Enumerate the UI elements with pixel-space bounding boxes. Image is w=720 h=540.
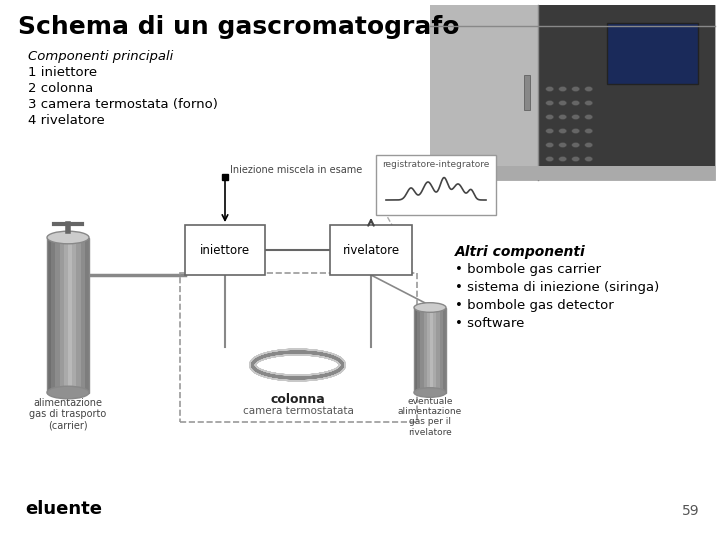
Ellipse shape [585,143,593,147]
Ellipse shape [559,143,567,147]
Bar [436,307,440,393]
Ellipse shape [559,157,567,161]
Text: eventuale
alimentazione
gas per il
rivelatore: eventuale alimentazione gas per il rivel… [398,396,462,437]
Text: • bombole gas detector: • bombole gas detector [455,299,613,312]
Bar [523,75,530,110]
Text: alimentazione
gas di trasporto
(carrier): alimentazione gas di trasporto (carrier) [30,397,107,431]
Bar [427,307,430,393]
Ellipse shape [585,100,593,105]
Bar [330,225,412,275]
Ellipse shape [559,86,567,91]
Text: Iniezione miscela in esame: Iniezione miscela in esame [230,165,362,175]
Text: • bombole gas carrier: • bombole gas carrier [455,263,601,276]
Ellipse shape [546,129,554,133]
Text: Componenti principali: Componenti principali [28,50,174,63]
Ellipse shape [414,303,446,312]
Bar [376,155,496,215]
Ellipse shape [572,157,580,161]
Bar [417,307,420,393]
Ellipse shape [572,86,580,91]
Ellipse shape [572,100,580,105]
Bar [60,238,64,393]
Ellipse shape [546,157,554,161]
Ellipse shape [559,114,567,119]
Bar [430,307,433,393]
Text: Schema di un gascromatografo: Schema di un gascromatografo [18,15,459,39]
Bar [72,238,76,393]
Ellipse shape [585,157,593,161]
Ellipse shape [572,143,580,147]
Text: iniettore: iniettore [200,244,250,256]
Ellipse shape [546,114,554,119]
Ellipse shape [585,114,593,119]
Bar [414,307,446,393]
Ellipse shape [572,114,580,119]
Text: 2 colonna: 2 colonna [28,82,94,95]
Text: • sistema di iniezione (siringa): • sistema di iniezione (siringa) [455,281,660,294]
Bar [539,5,715,180]
Ellipse shape [585,129,593,133]
Bar [423,307,427,393]
Bar [85,238,89,393]
Ellipse shape [546,143,554,147]
Bar [430,166,715,180]
Bar [55,238,60,393]
Bar [64,238,68,393]
Bar [47,238,51,393]
Ellipse shape [47,231,89,244]
Bar [440,307,443,393]
Text: 1 iniettore: 1 iniettore [28,66,97,79]
Text: colonna: colonna [270,393,325,406]
Bar [68,238,72,393]
Bar [185,225,265,275]
Ellipse shape [585,86,593,91]
Text: registratore-integratore: registratore-integratore [382,160,490,169]
Bar [443,307,446,393]
Bar [76,238,81,393]
Ellipse shape [546,86,554,91]
Bar [47,238,89,393]
Ellipse shape [414,388,446,397]
Bar [607,23,698,84]
Bar [420,307,423,393]
Text: rivelatore: rivelatore [343,244,400,256]
Text: 4 rivelatore: 4 rivelatore [28,114,104,127]
Text: 3 camera termostata (forno): 3 camera termostata (forno) [28,98,218,111]
Bar [433,307,436,393]
Bar [430,5,539,180]
Ellipse shape [546,100,554,105]
Text: 59: 59 [683,504,700,518]
Bar [414,307,417,393]
Ellipse shape [572,129,580,133]
Text: camera termostatata: camera termostatata [243,406,354,416]
Bar [430,5,715,180]
Bar [180,273,417,422]
Bar [51,238,55,393]
Text: Altri componenti: Altri componenti [455,245,586,259]
Ellipse shape [47,386,89,399]
Text: • software: • software [455,317,524,330]
Text: eluente: eluente [25,500,102,518]
Ellipse shape [559,100,567,105]
Ellipse shape [559,129,567,133]
Bar [81,238,85,393]
